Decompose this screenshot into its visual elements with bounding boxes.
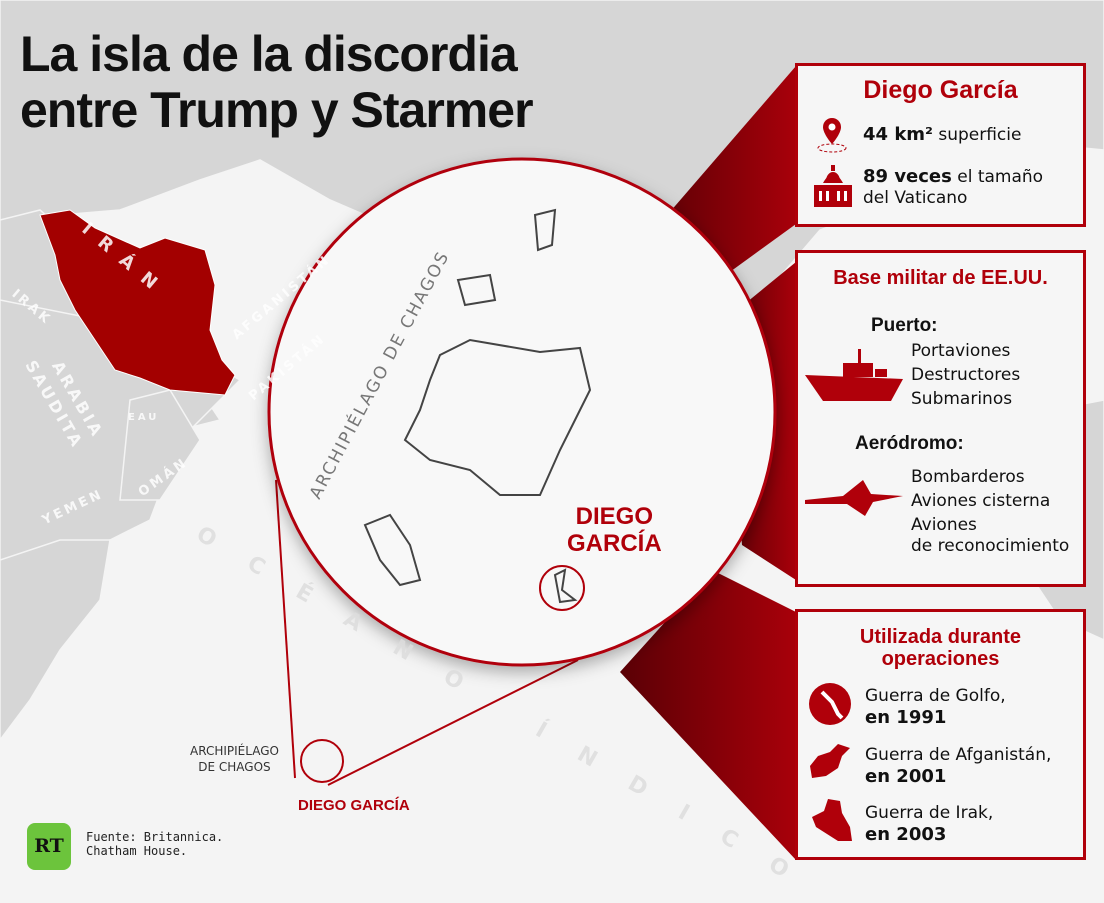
inset-diego-line-2: GARCÍA <box>567 530 662 557</box>
airfield-title: Aeródromo: <box>855 433 964 454</box>
box1-title: Diego García <box>863 76 1018 104</box>
airfield-item: Aviones cisterna <box>911 491 1051 511</box>
page-title: La isla de la discordia entre Trump y Sta… <box>20 26 534 138</box>
archipelago-line-1: ARCHIPIÉLAGO <box>190 744 279 758</box>
box3-title-2: operaciones <box>881 648 1000 670</box>
box3-title-1: Utilizada durante <box>859 626 1022 648</box>
port-item: Submarinos <box>911 389 1013 409</box>
op-year: en 1991 <box>865 707 947 728</box>
airfield-item: Aviones <box>911 515 977 535</box>
location-pin-icon <box>817 118 847 153</box>
vatican-label-1: el tamaño <box>957 167 1044 187</box>
afghanistan-map-icon <box>810 744 850 778</box>
area-value: 44 km² <box>863 124 933 145</box>
iraq-map-icon <box>812 799 852 841</box>
inset-circle <box>267 157 777 667</box>
zoom-line-left <box>275 479 296 779</box>
airfield-item: de reconocimiento <box>911 536 1070 556</box>
title-line-1: La isla de la discordia <box>20 26 518 82</box>
info-box-military-base: Base militar de EE.UU. Puerto: Portavion… <box>795 250 1086 587</box>
box3-title: Utilizada durante operaciones <box>798 626 1083 670</box>
area-row: 44 km² superficie <box>863 124 1021 146</box>
title-line-2: entre Trump y Starmer <box>20 82 534 138</box>
op-3: Guerra de Irak, en 2003 <box>865 803 993 846</box>
info-box-diego-garcia: Diego García 44 km² superficie 89 veces … <box>795 63 1086 227</box>
source-note: Fuente: Britannica. Chatham House. <box>86 830 223 858</box>
inset-diego-line-1: DIEGO <box>575 503 653 530</box>
label-eau: EAU <box>128 412 160 423</box>
archipelago-line-2: DE CHAGOS <box>198 760 271 774</box>
diego-garcia-marker <box>539 565 585 611</box>
box2-title: Base militar de EE.UU. <box>833 267 1048 289</box>
airfield-item: Bombarderos <box>911 467 1025 487</box>
iran-shape <box>39 209 236 396</box>
vatican-row: 89 veces el tamaño del Vaticano <box>863 166 1043 209</box>
port-item: Portaviones <box>911 341 1011 361</box>
zoom-line-right <box>327 659 579 786</box>
gulf-map-icon <box>809 683 851 725</box>
op-year: en 2001 <box>865 766 947 787</box>
source-line-2: Chatham House. <box>86 844 188 858</box>
op-2: Guerra de Afganistán, en 2001 <box>865 745 1051 788</box>
op-1: Guerra de Golfo, en 1991 <box>865 686 1006 729</box>
warship-icon <box>805 349 903 401</box>
airfield-list: Bombarderos Aviones cisterna Aviones de rec… <box>911 465 1069 555</box>
callout-wedge-3 <box>620 570 796 860</box>
area-label: superficie <box>938 125 1022 145</box>
fighter-jet-icon <box>805 480 903 516</box>
vatican-basilica-icon <box>814 163 852 207</box>
source-line-1: Fuente: Britannica. <box>86 830 224 844</box>
port-title: Puerto: <box>871 315 938 336</box>
rt-logo: RT <box>27 823 71 870</box>
op-name: Guerra de Golfo, <box>865 686 1006 706</box>
info-box-operations: Utilizada durante operaciones Guerra de G… <box>795 609 1086 860</box>
op-year: en 2003 <box>865 824 947 845</box>
vatican-label-2: del Vaticano <box>863 188 968 208</box>
chagos-inset-marker <box>300 739 344 783</box>
archipelago-label: ARCHIPIÉLAGO DE CHAGOS <box>190 743 279 775</box>
vatican-value: 89 veces <box>863 166 952 187</box>
op-name: Guerra de Irak, <box>865 803 994 823</box>
op-name: Guerra de Afganistán, <box>865 745 1052 765</box>
inset-diego-garcia-label: DIEGO GARCÍA <box>567 503 662 557</box>
port-item: Destructores <box>911 365 1021 385</box>
port-list: Portaviones Destructores Submarinos <box>911 339 1020 411</box>
diego-garcia-label: DIEGO GARCÍA <box>298 797 410 814</box>
chagos-islands <box>363 208 592 604</box>
